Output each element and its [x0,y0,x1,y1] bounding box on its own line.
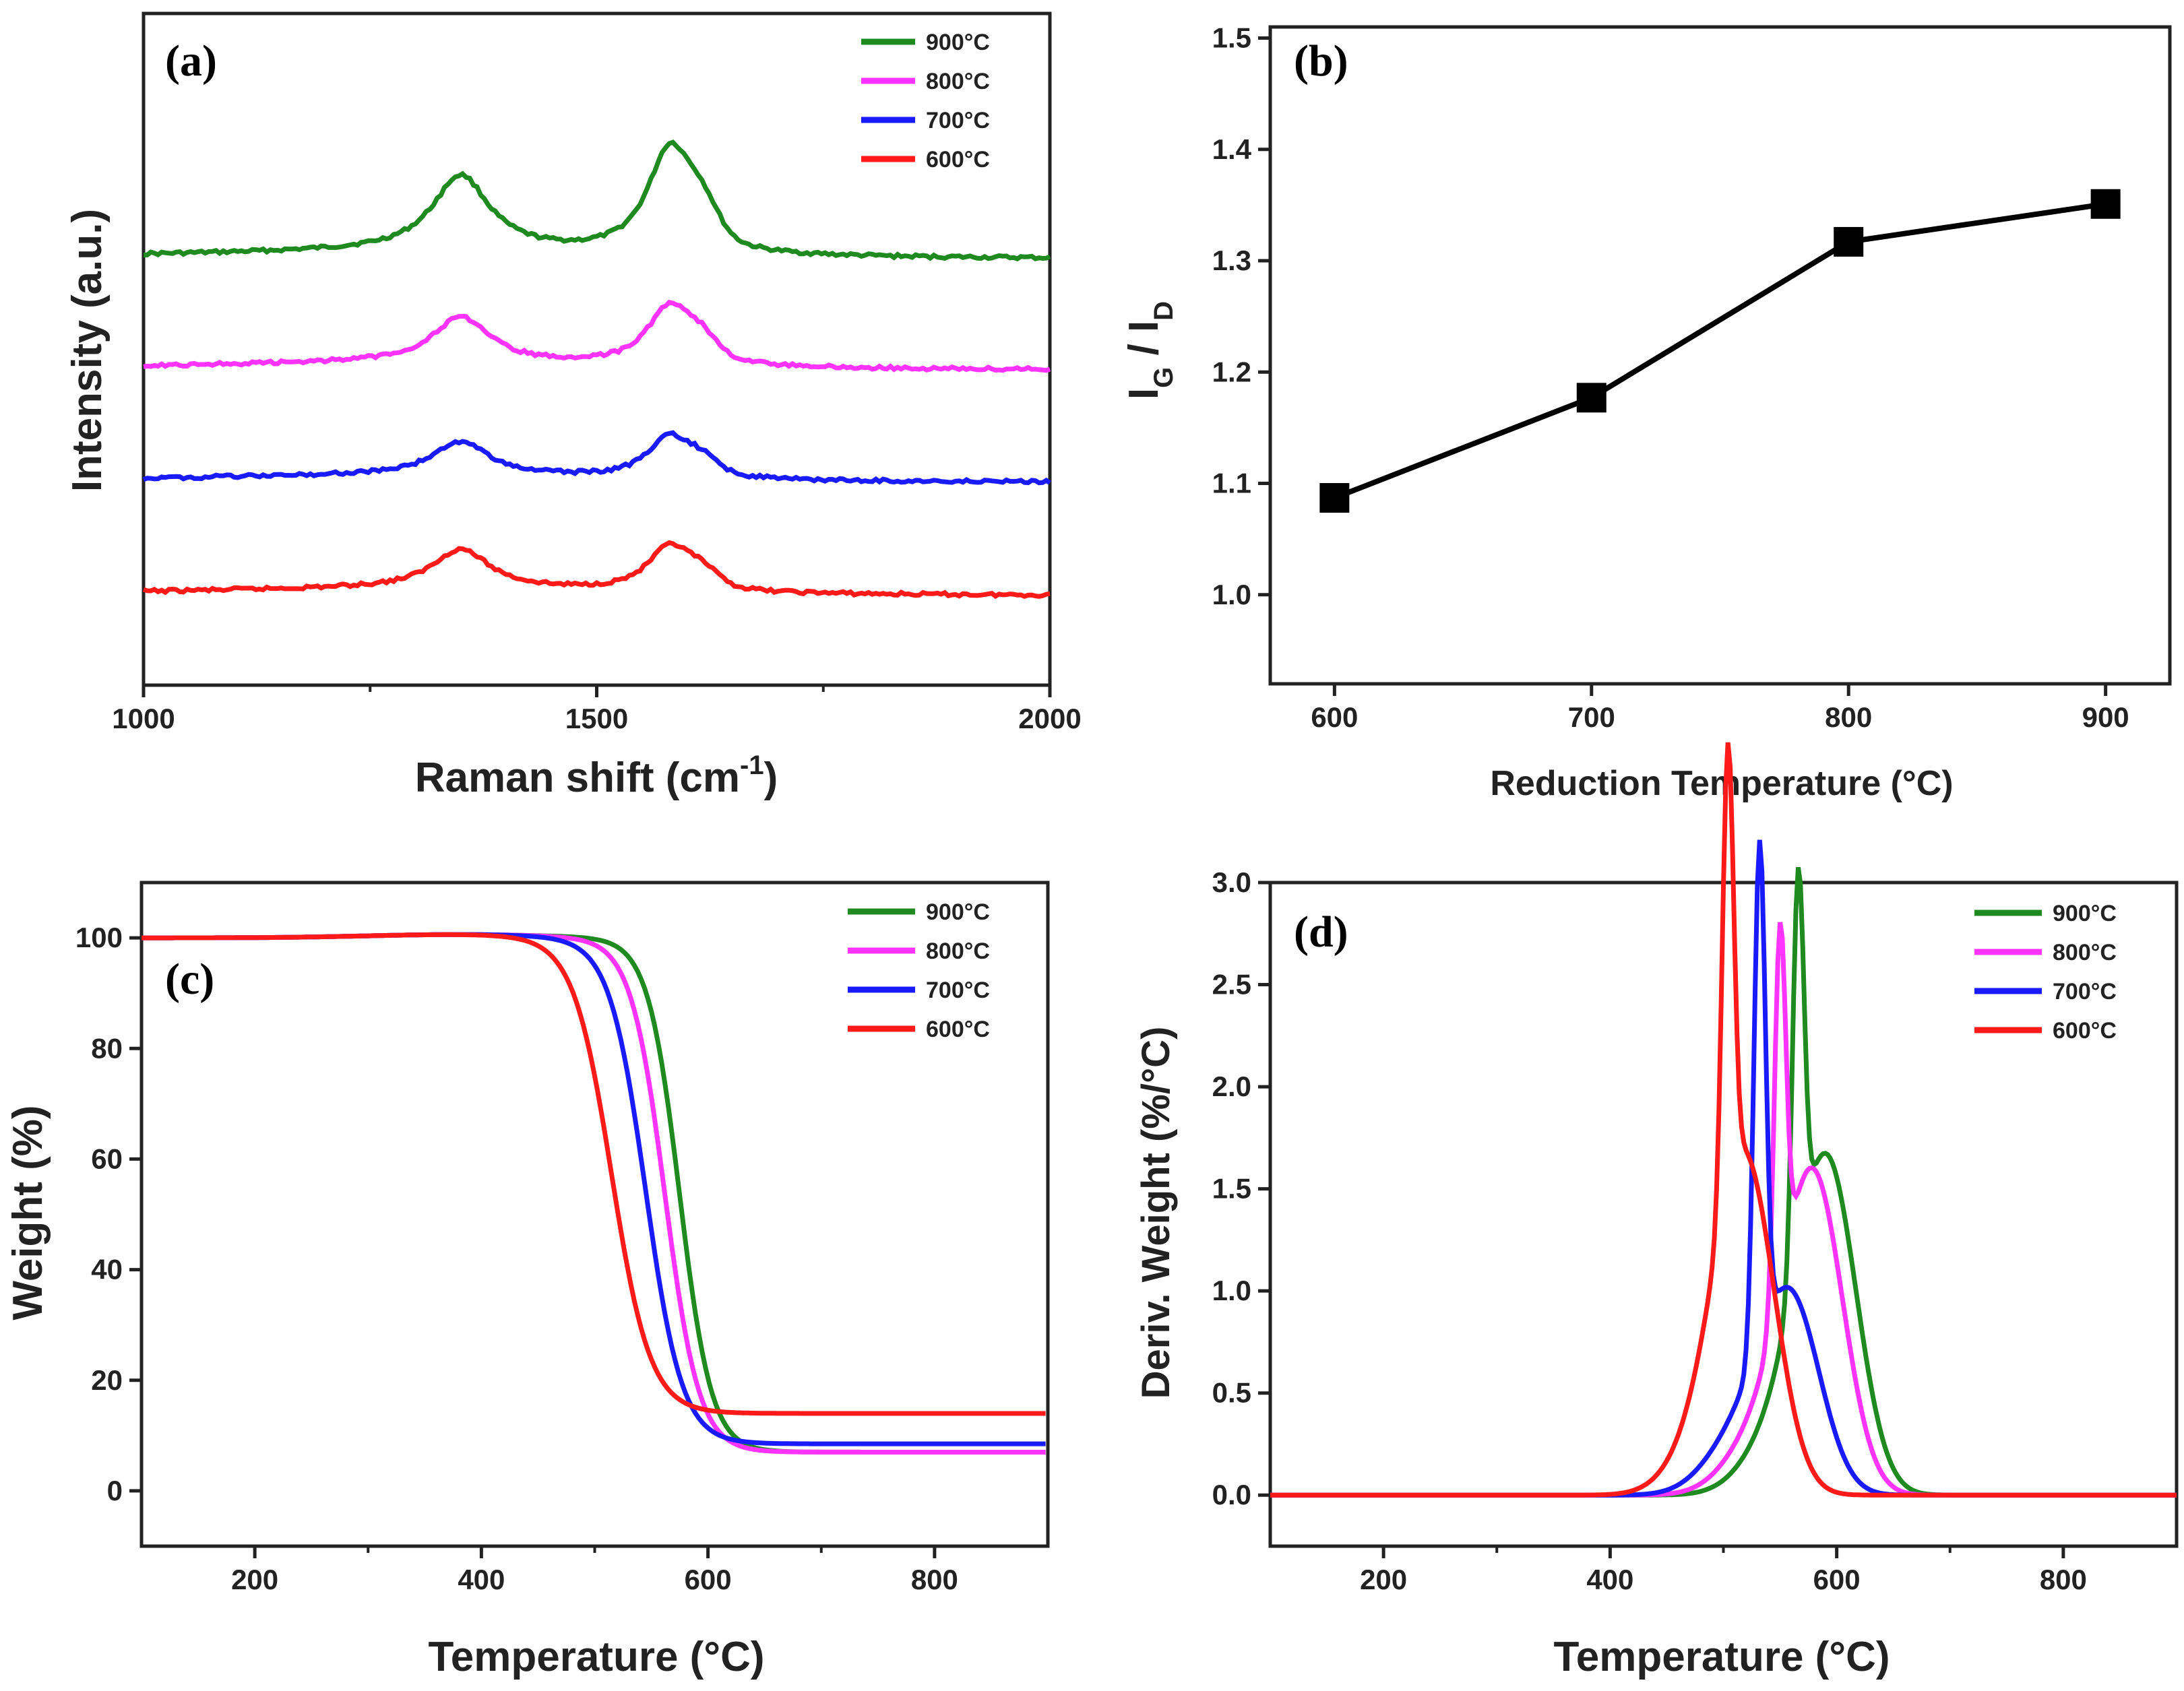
legend-label-600: 600°C [926,1017,990,1042]
legend-label-900: 900°C [926,899,990,925]
raman-curve-700 [142,430,1051,486]
y-tick-label: 20 [91,1364,123,1396]
x-tick-label: 1500 [565,703,628,734]
y-tick-label: 100 [75,922,123,953]
x-tick-label: 900 [2082,701,2129,733]
dtg-curve-600 [1270,742,2177,1498]
tga-curve-600 [142,932,1046,1416]
y-tick-label: 80 [91,1032,123,1064]
x-tick-label: 600 [685,1564,732,1595]
panel-b-label: (b) [1294,36,1348,86]
y-tick-label: 0.0 [1212,1479,1251,1510]
y-tick-label: 1.1 [1212,468,1251,499]
legend-label-800: 800°C [926,938,990,964]
y-tick-label: 1.3 [1212,245,1251,276]
legend-label-700: 700°C [926,108,990,133]
ratio-point-600 [1319,483,1350,513]
tga-curve-800 [142,932,1046,1455]
x-tick-label: 800 [911,1564,958,1595]
y-tick-label: 60 [91,1143,123,1174]
legend-label-700: 700°C [926,978,990,1003]
legend-label-600: 600°C [2053,1018,2117,1044]
x-tick-label: 2000 [1018,703,1081,734]
panel-b-ylabel: IG / ID [1121,301,1179,400]
x-tick-label: 600 [1311,701,1358,733]
x-tick-label: 800 [2040,1564,2087,1595]
panel-c-xlabel: Temperature (°C) [428,1634,764,1680]
legend-label-800: 800°C [926,69,990,94]
panel-d-ylabel: Deriv. Weight (%/°C) [1134,1027,1178,1399]
legend-label-600: 600°C [926,147,990,172]
x-tick-label: 800 [1825,701,1872,733]
panel-b-frame [1268,25,2172,686]
ratio-line [1333,201,2107,501]
panel-a-ylabel: Intensity (a.u.) [64,209,111,492]
legend-label-900: 900°C [926,30,990,55]
y-tick-label: 2.0 [1212,1071,1251,1102]
panel-c-frame [139,881,1050,1548]
panel-c-ylabel: Weight (%) [5,1105,51,1320]
panel-a-label: (a) [165,36,217,86]
y-tick-label: 1.0 [1212,579,1251,610]
panel-b-xlabel: Reduction Temperature (°C) [1490,764,1953,803]
x-tick-label: 1000 [112,703,175,734]
panel-c-tga: (c) 200 400 600 800 0 20 40 60 80 100 900°C 800°C 7… [5,881,1050,1680]
raman-curve-600 [142,540,1051,600]
legend-label-900: 900°C [2053,901,2117,926]
y-tick-label: 0.5 [1212,1377,1251,1409]
panel-a-raman: (a) 1000 1500 2000 900°C 800°C 700°C 600°C Ra… [64,11,1082,801]
ratio-point-800 [1834,226,1864,257]
tga-curve-700 [142,932,1046,1446]
x-tick-label: 700 [1568,701,1615,733]
x-tick-label: 400 [1586,1564,1633,1595]
x-tick-label: 400 [458,1564,505,1595]
panel-c-label: (c) [165,955,214,1004]
y-tick-label: 40 [91,1254,123,1285]
y-tick-label: 1.0 [1212,1275,1251,1306]
y-tick-label: 0 [107,1475,123,1506]
legend-label-700: 700°C [2053,979,2117,1004]
y-tick-label: 1.5 [1212,1173,1251,1205]
panel-a-xlabel: Raman shift (cm-1) [415,751,778,801]
panel-d-dtg: (d) 200 400 600 800 0.0 0.5 1.0 1.5 2.0 2.5 3.0 90… [1134,742,2179,1680]
x-tick-label: 600 [1813,1564,1861,1595]
ratio-point-900 [2090,189,2121,219]
y-tick-label: 3.0 [1212,866,1251,898]
x-tick-label: 200 [1360,1564,1407,1595]
ratio-point-700 [1576,383,1606,413]
panel-b-ratio: (b) 600 700 800 900 1.0 1.1 1.2 1.3 1.4 1.5 Reduc… [1121,22,2172,803]
panel-d-label: (d) [1294,907,1348,957]
y-tick-label: 1.4 [1212,133,1252,165]
y-tick-label: 1.2 [1212,356,1251,387]
y-tick-label: 2.5 [1212,969,1251,1000]
panel-d-xlabel: Temperature (°C) [1553,1634,1890,1680]
x-tick-label: 200 [231,1564,278,1595]
legend-label-800: 800°C [2053,940,2117,965]
tga-curve-900 [142,932,1046,1455]
raman-curve-800 [143,299,1051,373]
y-tick-label: 1.5 [1212,22,1251,54]
raman-curve-900 [143,139,1051,262]
